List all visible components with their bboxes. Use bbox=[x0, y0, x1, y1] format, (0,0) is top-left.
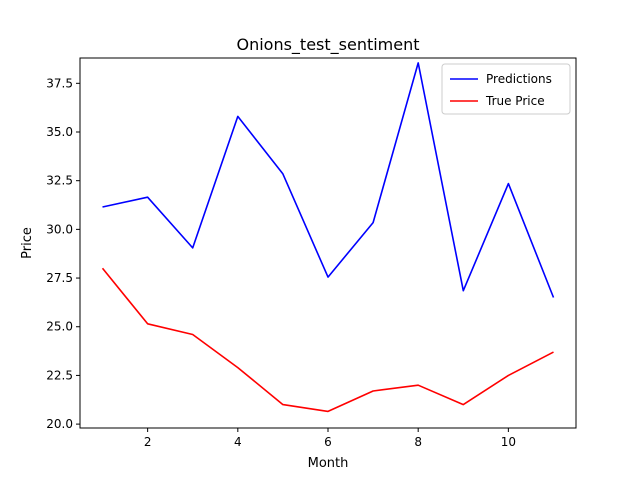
x-axis-label: Month bbox=[308, 456, 349, 471]
x-tick-label: 6 bbox=[324, 435, 332, 449]
y-tick-label: 35.0 bbox=[46, 125, 73, 139]
series-line-predictions bbox=[102, 62, 555, 298]
plot-area bbox=[101, 62, 555, 413]
x-tick-label: 4 bbox=[234, 435, 242, 449]
x-tick-label: 10 bbox=[501, 435, 516, 449]
legend: Predictions True Price bbox=[441, 63, 571, 115]
y-tick-label: 37.5 bbox=[46, 76, 73, 90]
series-line-true-price bbox=[101, 267, 554, 413]
y-tick-label: 32.5 bbox=[46, 174, 73, 188]
y-tick-label: 30.0 bbox=[46, 222, 73, 236]
y-tick-label: 22.5 bbox=[46, 368, 73, 382]
y-axis: 20.0 22.5 25.0 27.5 30.0 32.5 35.0 37.5 bbox=[46, 76, 80, 431]
chart-title: Onions_test_sentiment bbox=[236, 35, 419, 55]
y-axis-label: Price bbox=[20, 227, 35, 259]
x-tick-label: 2 bbox=[144, 435, 152, 449]
x-axis: 2 4 6 8 10 bbox=[144, 428, 516, 449]
legend-label-true-price: True Price bbox=[485, 94, 545, 108]
x-tick-label: 8 bbox=[414, 435, 422, 449]
y-tick-label: 20.0 bbox=[46, 417, 73, 431]
y-tick-label: 27.5 bbox=[46, 271, 73, 285]
legend-label-predictions: Predictions bbox=[486, 72, 552, 86]
y-tick-label: 25.0 bbox=[46, 320, 73, 334]
